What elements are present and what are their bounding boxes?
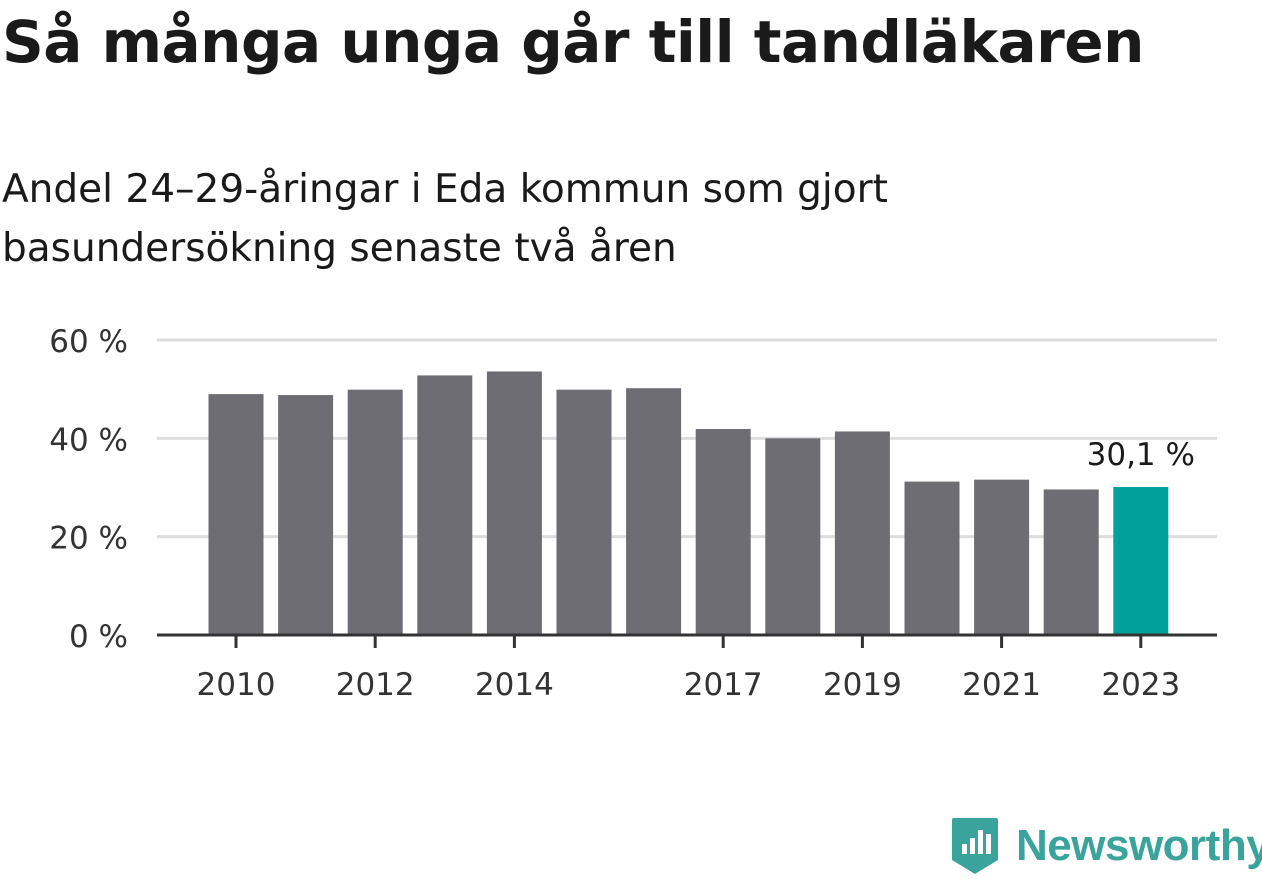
x-tick-label: 2019 [823,667,902,703]
x-tick-label: 2017 [684,667,763,703]
newsworthy-logo-text: Newsworthy [1016,821,1262,870]
chart-title: Så många unga går till tandläkaren [2,8,1144,76]
bar-2014 [486,371,542,635]
bar-2010 [208,394,264,635]
bar-2023 [1113,487,1169,635]
bar-2020 [904,481,960,635]
y-tick-label: 40 % [49,422,128,458]
bars [208,371,1169,635]
x-tick-label: 2012 [336,667,415,703]
bar-2016 [626,388,682,635]
gridlines [157,338,1217,539]
bar-2015 [556,389,612,635]
bar-2021 [974,479,1030,635]
newsworthy-logo-icon [952,818,998,874]
y-tick-label: 20 % [49,521,128,557]
y-tick-label: 0 % [69,619,128,655]
bar-2018 [765,438,821,635]
x-tick-label: 2014 [475,667,554,703]
x-axis-labels: 2010 2012 2014 2017 2019 2021 2023 [197,635,1180,703]
x-tick-label: 2010 [197,667,276,703]
y-axis-labels: 0 % 20 % 40 % 60 % [49,324,128,655]
bar-2019 [834,431,890,635]
data-label-2023: 30,1 % [1087,437,1195,473]
bar-2022 [1043,489,1099,635]
x-tick-label: 2021 [962,667,1041,703]
data-labels: 30,1 % [1087,437,1195,473]
bar-2012 [347,389,403,635]
x-tick-label: 2023 [1101,667,1180,703]
bar-2013 [417,375,473,635]
newsworthy-logo: Newsworthy [950,816,1262,876]
chart-subtitle: Andel 24–29-åringar i Eda kommun som gjo… [2,167,888,271]
y-tick-label: 60 % [49,324,128,360]
bar-2017 [695,428,751,635]
bar-2011 [278,395,334,635]
